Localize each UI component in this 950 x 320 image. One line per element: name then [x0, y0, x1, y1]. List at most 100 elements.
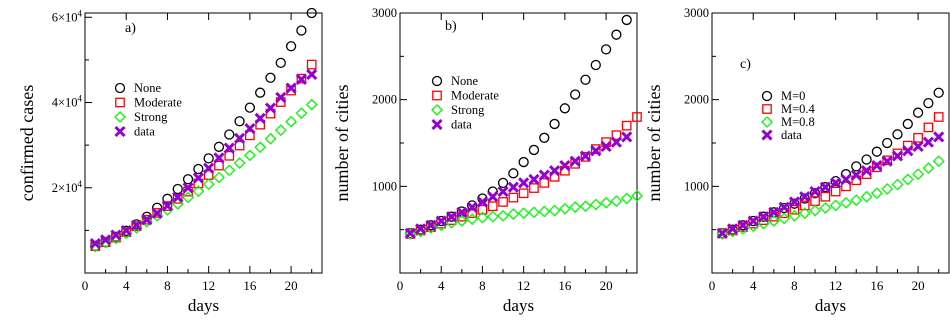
- panel-3: 0 4 8 12 16 20 1000 2000 3000 days number of citie…: [644, 6, 950, 315]
- x-axis-label: days: [815, 296, 846, 315]
- legend-label: Moderate: [134, 96, 182, 110]
- data-point: [285, 41, 297, 52]
- x-tick-label: 12: [517, 278, 530, 293]
- data-point: [922, 136, 934, 148]
- x-tick-label: 0: [82, 278, 89, 293]
- data-point: [789, 198, 800, 209]
- legend-label: data: [781, 128, 802, 142]
- data-point: [498, 197, 508, 207]
- legend-label: Moderate: [451, 89, 499, 103]
- data-point: [738, 222, 748, 232]
- data-point: [161, 200, 173, 212]
- data-point: [850, 194, 863, 207]
- data-point: [892, 129, 903, 140]
- x-tick-label: 4: [750, 278, 757, 293]
- data-point: [264, 102, 277, 114]
- data-point: [912, 107, 924, 118]
- data-point: [820, 182, 831, 193]
- data-point: [621, 120, 632, 131]
- data-point: [840, 173, 852, 185]
- data-point: [840, 196, 852, 209]
- x-tick-label: 20: [600, 278, 613, 293]
- data-point: [264, 132, 277, 145]
- data-point: [538, 205, 551, 218]
- series-strong: [404, 189, 643, 240]
- data-point: [172, 183, 183, 195]
- data-point: [933, 131, 945, 143]
- series-data: [716, 131, 945, 239]
- data-point: [497, 177, 509, 189]
- data-point: [305, 98, 318, 111]
- data-point: [881, 183, 894, 195]
- x-tick-label: 16: [558, 278, 572, 293]
- data-point: [747, 215, 759, 227]
- legend-marker: [115, 97, 125, 108]
- x-axis-label: days: [188, 296, 219, 315]
- data-point: [621, 131, 633, 143]
- data-point: [152, 208, 162, 218]
- data-point: [861, 165, 873, 177]
- data-point: [455, 215, 468, 227]
- data-point: [549, 118, 560, 130]
- data-point: [778, 201, 790, 213]
- legend-label: data: [134, 125, 155, 139]
- data-point: [788, 196, 800, 208]
- data-point: [295, 73, 307, 86]
- data-point: [508, 168, 519, 179]
- data-point: [767, 215, 780, 227]
- data-point: [487, 201, 498, 212]
- data-point: [244, 102, 256, 113]
- legend-marker: [761, 116, 773, 128]
- legend-marker: [761, 90, 773, 102]
- data-point: [162, 193, 173, 204]
- legend-label: M=0: [781, 89, 805, 103]
- data-point: [600, 196, 613, 209]
- data-point: [306, 59, 317, 70]
- data-point: [912, 140, 924, 153]
- x-tick-label: 8: [164, 278, 171, 293]
- data-point: [913, 132, 923, 143]
- data-point: [224, 150, 235, 161]
- data-point: [476, 196, 488, 208]
- panel-1: 0 4 8 12 16 20 2×104 4×104 6×104 days confirmed ca…: [17, 7, 323, 315]
- data-point: [538, 169, 550, 181]
- x-tick-label: 4: [438, 278, 445, 293]
- data-point: [632, 112, 642, 122]
- data-point: [100, 234, 112, 246]
- data-point: [192, 185, 205, 198]
- data-point: [861, 154, 872, 165]
- data-point: [830, 186, 841, 197]
- x-tick-label: 20: [285, 278, 298, 293]
- legend-marker: [431, 118, 443, 131]
- legend-label: None: [134, 81, 162, 95]
- x-tick-label: 12: [829, 278, 842, 293]
- y-tick-label: 2×104: [52, 179, 83, 195]
- data-point: [788, 209, 801, 222]
- data-point: [548, 204, 561, 217]
- data-point: [902, 145, 914, 157]
- data-point: [799, 191, 811, 203]
- legend-marker: [114, 111, 126, 123]
- data-point: [110, 229, 122, 241]
- data-point: [569, 155, 581, 167]
- data-point: [580, 74, 591, 85]
- data-point: [901, 173, 914, 186]
- data-point: [579, 150, 592, 162]
- data-point: [841, 181, 851, 192]
- data-point: [223, 142, 235, 154]
- panel-label: b): [445, 19, 457, 34]
- data-point: [600, 140, 612, 153]
- data-point: [296, 25, 307, 36]
- data-point: [620, 192, 633, 205]
- data-point: [497, 185, 509, 198]
- series-data: [89, 68, 318, 250]
- data-point: [871, 146, 883, 157]
- data-point: [486, 210, 499, 223]
- data-point: [737, 219, 749, 231]
- legend-label: Strong: [134, 110, 168, 124]
- data-point: [933, 112, 944, 122]
- data-point: [569, 201, 582, 214]
- data-point: [213, 152, 225, 164]
